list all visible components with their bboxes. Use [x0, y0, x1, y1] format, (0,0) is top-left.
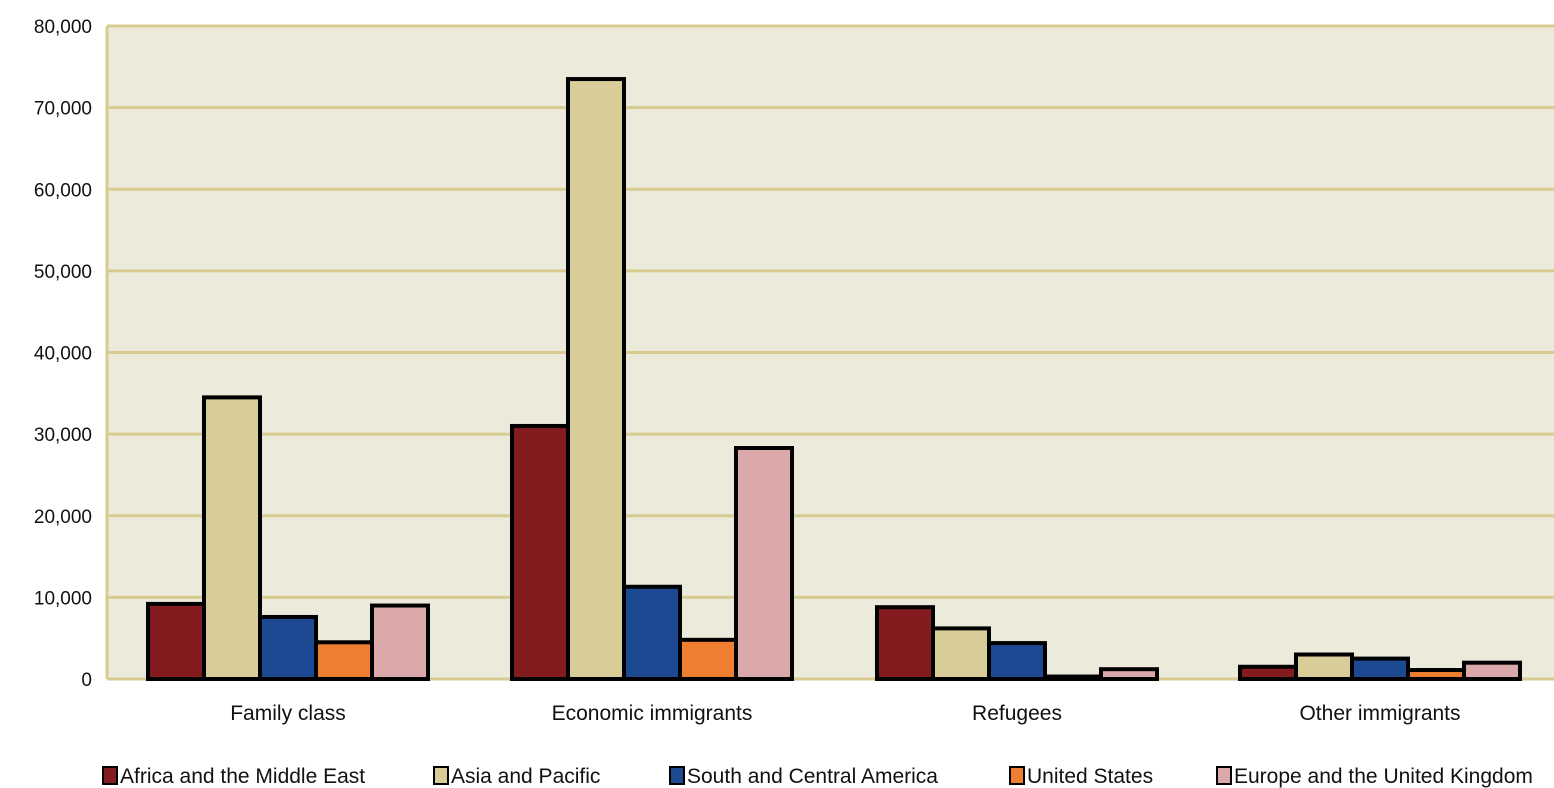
gridlines: [105, 24, 1554, 681]
x-category-label: Refugees: [972, 702, 1062, 725]
bar: [1294, 652, 1354, 682]
y-tick-label: 0: [81, 670, 92, 691]
bar: [875, 605, 935, 681]
bar: [202, 395, 262, 681]
bar: [1043, 674, 1103, 682]
legend-swatch: [1009, 766, 1025, 785]
legend-swatch: [102, 766, 118, 785]
bar: [678, 637, 738, 682]
y-tick-label: 30,000: [34, 425, 92, 446]
legend-item: Europe and the United Kingdom: [1216, 765, 1533, 788]
legend-item: Asia and Pacific: [433, 765, 600, 788]
legend-swatch: [1216, 766, 1232, 785]
legend-swatch: [433, 766, 449, 785]
y-tick-label: 10,000: [34, 588, 92, 609]
bar-group: [875, 605, 1159, 682]
legend-label: Asia and Pacific: [451, 765, 600, 788]
x-category-label: Economic immigrants: [552, 702, 753, 725]
legend-item: Africa and the Middle East: [102, 765, 365, 788]
y-tick-label: 20,000: [34, 507, 92, 528]
bar: [1238, 664, 1298, 681]
bar: [370, 603, 430, 681]
legend-label: Africa and the Middle East: [120, 765, 365, 788]
bar: [1406, 668, 1466, 681]
x-category-label: Family class: [230, 702, 346, 725]
bar: [566, 77, 626, 681]
y-tick-label: 60,000: [34, 180, 92, 201]
legend-swatch: [669, 766, 685, 785]
y-tick-label: 50,000: [34, 262, 92, 283]
x-axis-categories: Family class Economic immigrants Refugees O…: [230, 702, 1460, 725]
y-tick-label: 70,000: [34, 99, 92, 120]
bar: [146, 601, 206, 682]
bar: [734, 446, 794, 681]
bars: [146, 77, 1522, 682]
legend-label: South and Central America: [687, 765, 938, 788]
bar: [1099, 667, 1159, 682]
bar-group: [146, 395, 430, 682]
bar-group: [1238, 652, 1522, 682]
legend-item: United States: [1009, 765, 1153, 788]
bar: [622, 584, 682, 681]
x-category-label: Other immigrants: [1299, 702, 1460, 725]
bar: [931, 626, 991, 682]
y-axis-ticks: 0 10,000 20,000 30,000 40,000 50,000 60,000 70,…: [34, 17, 92, 691]
bar-group: [510, 77, 794, 682]
legend-label: Europe and the United Kingdom: [1234, 765, 1533, 788]
bar: [1462, 660, 1522, 681]
bar: [987, 641, 1047, 682]
bar: [1350, 656, 1410, 681]
legend-item: South and Central America: [669, 765, 938, 788]
legend-label: United States: [1027, 765, 1153, 788]
bar: [258, 614, 318, 682]
y-tick-label: 40,000: [34, 344, 92, 365]
bar: [314, 640, 374, 681]
bar: [510, 423, 570, 681]
legend: Africa and the Middle East Asia and Pacif…: [102, 765, 1533, 788]
y-tick-label: 80,000: [34, 17, 92, 38]
